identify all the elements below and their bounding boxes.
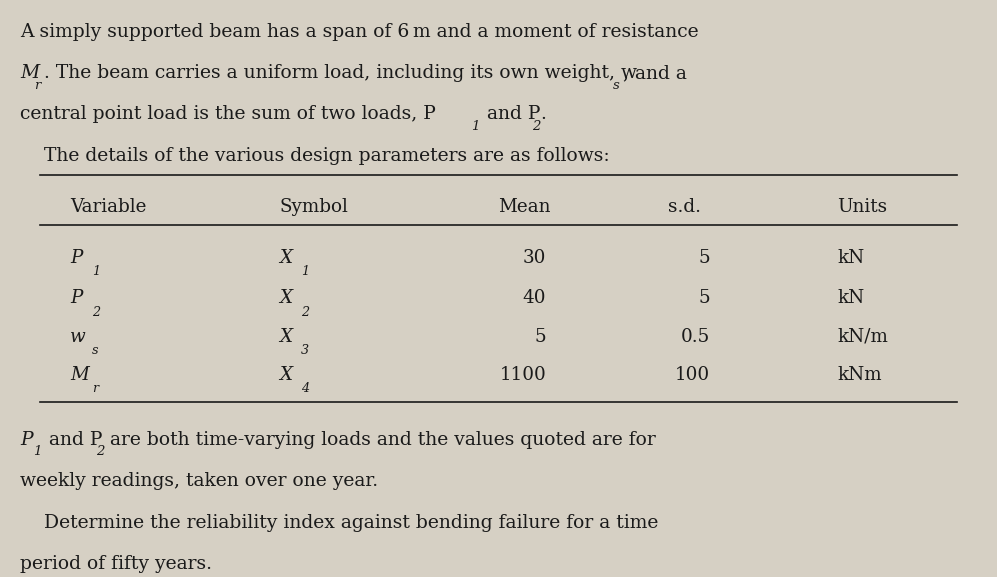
Text: 40: 40: [522, 290, 546, 308]
Text: A simply supported beam has a span of 6 m and a moment of resistance: A simply supported beam has a span of 6 …: [20, 23, 699, 41]
Text: s: s: [613, 78, 620, 92]
Text: .: .: [540, 106, 546, 123]
Text: s.d.: s.d.: [668, 198, 701, 216]
Text: weekly readings, taken over one year.: weekly readings, taken over one year.: [20, 473, 378, 490]
Text: , and a: , and a: [623, 64, 687, 82]
Text: X: X: [279, 366, 292, 384]
Text: r: r: [92, 382, 98, 395]
Text: 0.5: 0.5: [681, 328, 710, 346]
Text: . The beam carries a uniform load, including its own weight, w: . The beam carries a uniform load, inclu…: [44, 64, 637, 82]
Text: 30: 30: [523, 249, 546, 267]
Text: kN: kN: [837, 249, 864, 267]
Text: are both time-varying loads and the values quoted are for: are both time-varying loads and the valu…: [104, 431, 655, 449]
Text: Symbol: Symbol: [279, 198, 348, 216]
Text: Variable: Variable: [70, 198, 147, 216]
Text: 2: 2: [92, 306, 100, 319]
Text: 1100: 1100: [499, 366, 546, 384]
Text: 5: 5: [698, 290, 710, 308]
Text: X: X: [279, 290, 292, 308]
Text: P: P: [20, 431, 33, 449]
Text: central point load is the sum of two loads, P: central point load is the sum of two loa…: [20, 106, 436, 123]
Text: 1: 1: [301, 265, 309, 278]
Text: X: X: [279, 328, 292, 346]
Text: 3: 3: [301, 344, 309, 357]
Text: Determine the reliability index against bending failure for a time: Determine the reliability index against …: [20, 514, 658, 531]
Text: M: M: [20, 64, 39, 82]
Text: 5: 5: [534, 328, 546, 346]
Text: w: w: [70, 328, 86, 346]
Text: P: P: [70, 290, 82, 308]
Text: 5: 5: [698, 249, 710, 267]
Text: 2: 2: [96, 445, 104, 458]
Text: 1: 1: [33, 445, 41, 458]
Text: Units: Units: [837, 198, 887, 216]
Text: s: s: [92, 344, 99, 357]
Text: kN: kN: [837, 290, 864, 308]
Text: and P: and P: [43, 431, 103, 449]
Text: 1: 1: [92, 265, 100, 278]
Text: 4: 4: [301, 382, 309, 395]
Text: kNm: kNm: [837, 366, 882, 384]
Text: 100: 100: [675, 366, 710, 384]
Text: 1: 1: [471, 120, 479, 133]
Text: P: P: [70, 249, 82, 267]
Text: and P: and P: [481, 106, 540, 123]
Text: Mean: Mean: [498, 198, 551, 216]
Text: 2: 2: [532, 120, 540, 133]
Text: 2: 2: [301, 306, 309, 319]
Text: M: M: [70, 366, 89, 384]
Text: period of fifty years.: period of fifty years.: [20, 555, 212, 573]
Text: X: X: [279, 249, 292, 267]
Text: kN/m: kN/m: [837, 328, 888, 346]
Text: The details of the various design parameters are as follows:: The details of the various design parame…: [20, 147, 609, 165]
Text: r: r: [34, 78, 40, 92]
